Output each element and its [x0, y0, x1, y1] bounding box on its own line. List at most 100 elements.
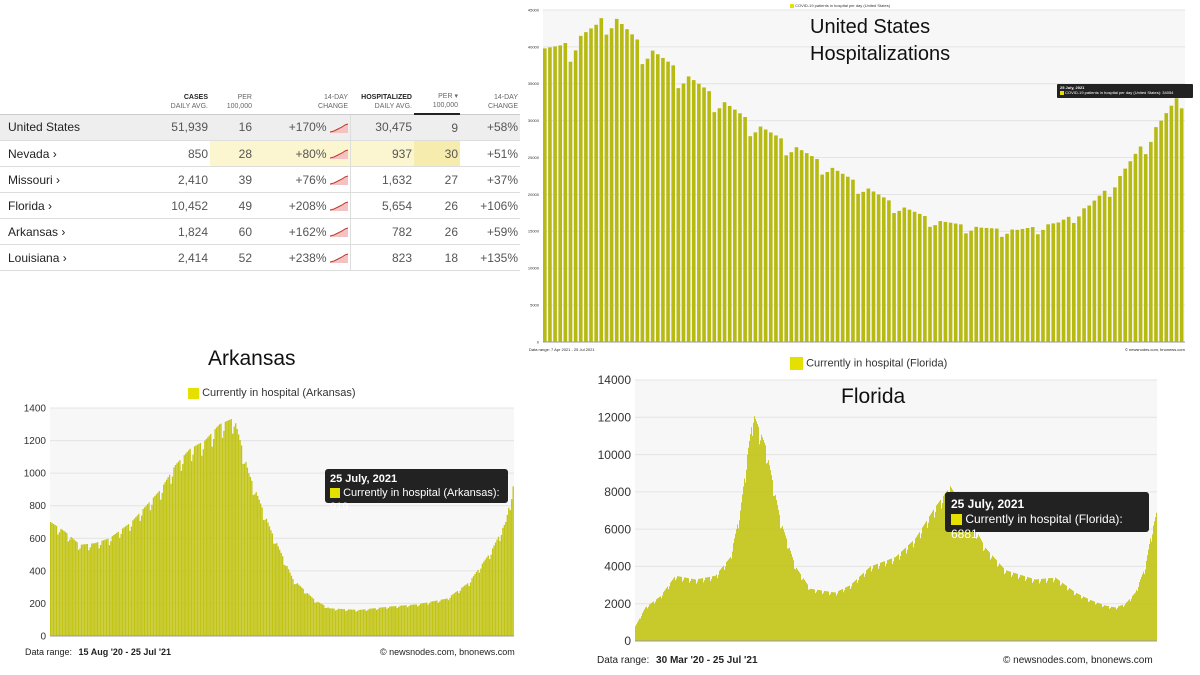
us-bar[interactable]	[866, 188, 871, 342]
florida-bar[interactable]	[1104, 605, 1105, 641]
arkansas-bar[interactable]	[276, 543, 278, 636]
arkansas-bar[interactable]	[167, 477, 169, 636]
florida-bar[interactable]	[943, 495, 944, 641]
florida-bar[interactable]	[660, 596, 661, 641]
florida-bar[interactable]	[930, 514, 931, 641]
arkansas-bar[interactable]	[183, 455, 185, 636]
florida-bar[interactable]	[896, 556, 897, 641]
arkansas-bar[interactable]	[472, 576, 475, 636]
florida-bar[interactable]	[1066, 585, 1067, 641]
arkansas-bar[interactable]	[381, 607, 384, 636]
arkansas-bar[interactable]	[111, 536, 113, 636]
arkansas-bar[interactable]	[157, 492, 159, 636]
us-bar[interactable]	[840, 173, 845, 342]
us-bar[interactable]	[784, 155, 788, 342]
florida-bar[interactable]	[690, 581, 691, 641]
florida-bar[interactable]	[1023, 575, 1024, 641]
florida-bar[interactable]	[867, 569, 868, 641]
arkansas-bar[interactable]	[512, 486, 514, 636]
arkansas-bar[interactable]	[348, 609, 350, 636]
us-bar[interactable]	[543, 48, 547, 343]
us-bar[interactable]	[984, 227, 989, 342]
florida-bar[interactable]	[889, 559, 890, 641]
florida-bar[interactable]	[876, 564, 877, 641]
arkansas-bar[interactable]	[95, 542, 97, 636]
florida-bar[interactable]	[838, 591, 839, 641]
arkansas-bar[interactable]	[406, 607, 409, 636]
us-bar[interactable]	[594, 24, 598, 342]
arkansas-bar[interactable]	[409, 604, 412, 636]
arkansas-bar[interactable]	[190, 461, 193, 636]
us-bar[interactable]	[640, 64, 645, 343]
florida-bar[interactable]	[849, 585, 850, 641]
florida-bar[interactable]	[746, 469, 747, 641]
florida-bar[interactable]	[691, 578, 692, 641]
florida-bar[interactable]	[858, 580, 859, 641]
arkansas-bar[interactable]	[349, 609, 351, 636]
florida-bar[interactable]	[754, 416, 755, 641]
florida-bar[interactable]	[1048, 578, 1049, 641]
us-bar[interactable]	[650, 50, 655, 342]
florida-bar[interactable]	[903, 549, 904, 641]
arkansas-bar[interactable]	[182, 464, 184, 636]
florida-bar[interactable]	[923, 525, 924, 641]
florida-bar[interactable]	[981, 540, 982, 641]
florida-bar[interactable]	[974, 527, 975, 641]
arkansas-bar[interactable]	[430, 601, 432, 636]
florida-bar[interactable]	[647, 608, 648, 641]
florida-bar[interactable]	[1080, 595, 1081, 641]
arkansas-bar[interactable]	[196, 444, 199, 636]
florida-bar[interactable]	[901, 551, 902, 641]
us-bar[interactable]	[748, 136, 753, 342]
florida-bar[interactable]	[1150, 538, 1151, 641]
florida-bar[interactable]	[875, 564, 876, 641]
florida-bar[interactable]	[1093, 601, 1094, 641]
florida-bar[interactable]	[1031, 578, 1032, 641]
arkansas-bar[interactable]	[352, 609, 354, 636]
florida-bar[interactable]	[992, 555, 993, 641]
arkansas-bar[interactable]	[249, 476, 252, 636]
florida-bar[interactable]	[1109, 608, 1110, 641]
florida-bar[interactable]	[882, 561, 883, 641]
florida-bar[interactable]	[957, 497, 958, 641]
florida-bar[interactable]	[677, 576, 678, 641]
florida-bar[interactable]	[1036, 579, 1037, 641]
arkansas-bar[interactable]	[437, 602, 439, 636]
florida-bar[interactable]	[920, 538, 921, 641]
florida-bar[interactable]	[1026, 579, 1027, 641]
arkansas-bar[interactable]	[218, 424, 221, 636]
florida-bar[interactable]	[649, 604, 650, 641]
us-bar[interactable]	[548, 47, 552, 342]
florida-bar[interactable]	[724, 569, 725, 641]
florida-bar[interactable]	[1121, 605, 1122, 641]
arkansas-bar[interactable]	[511, 499, 513, 636]
florida-bar[interactable]	[887, 560, 888, 641]
florida-bar[interactable]	[1144, 574, 1145, 641]
arkansas-bar[interactable]	[170, 483, 172, 636]
florida-bar[interactable]	[973, 525, 974, 641]
florida-bar[interactable]	[945, 493, 946, 641]
florida-bar[interactable]	[817, 589, 818, 641]
arkansas-bar[interactable]	[264, 519, 266, 636]
arkansas-bar[interactable]	[215, 427, 218, 636]
florida-bar[interactable]	[656, 599, 657, 641]
florida-bar[interactable]	[955, 504, 956, 641]
florida-bar[interactable]	[805, 581, 806, 641]
florida-bar[interactable]	[862, 573, 863, 641]
florida-bar[interactable]	[860, 575, 861, 641]
florida-bar[interactable]	[759, 444, 760, 641]
arkansas-bar[interactable]	[475, 571, 478, 636]
arkansas-bar[interactable]	[207, 437, 209, 636]
arkansas-bar[interactable]	[204, 440, 206, 636]
arkansas-bar[interactable]	[309, 595, 312, 636]
florida-bar[interactable]	[1076, 593, 1077, 641]
florida-bar[interactable]	[870, 566, 871, 641]
florida-bar[interactable]	[874, 564, 875, 641]
us-bar[interactable]	[1030, 227, 1035, 342]
florida-bar[interactable]	[872, 568, 873, 641]
arkansas-bar[interactable]	[491, 548, 494, 636]
florida-bar[interactable]	[821, 590, 822, 641]
florida-bar[interactable]	[1112, 606, 1113, 641]
arkansas-bar[interactable]	[337, 608, 340, 636]
florida-bar[interactable]	[675, 580, 676, 641]
